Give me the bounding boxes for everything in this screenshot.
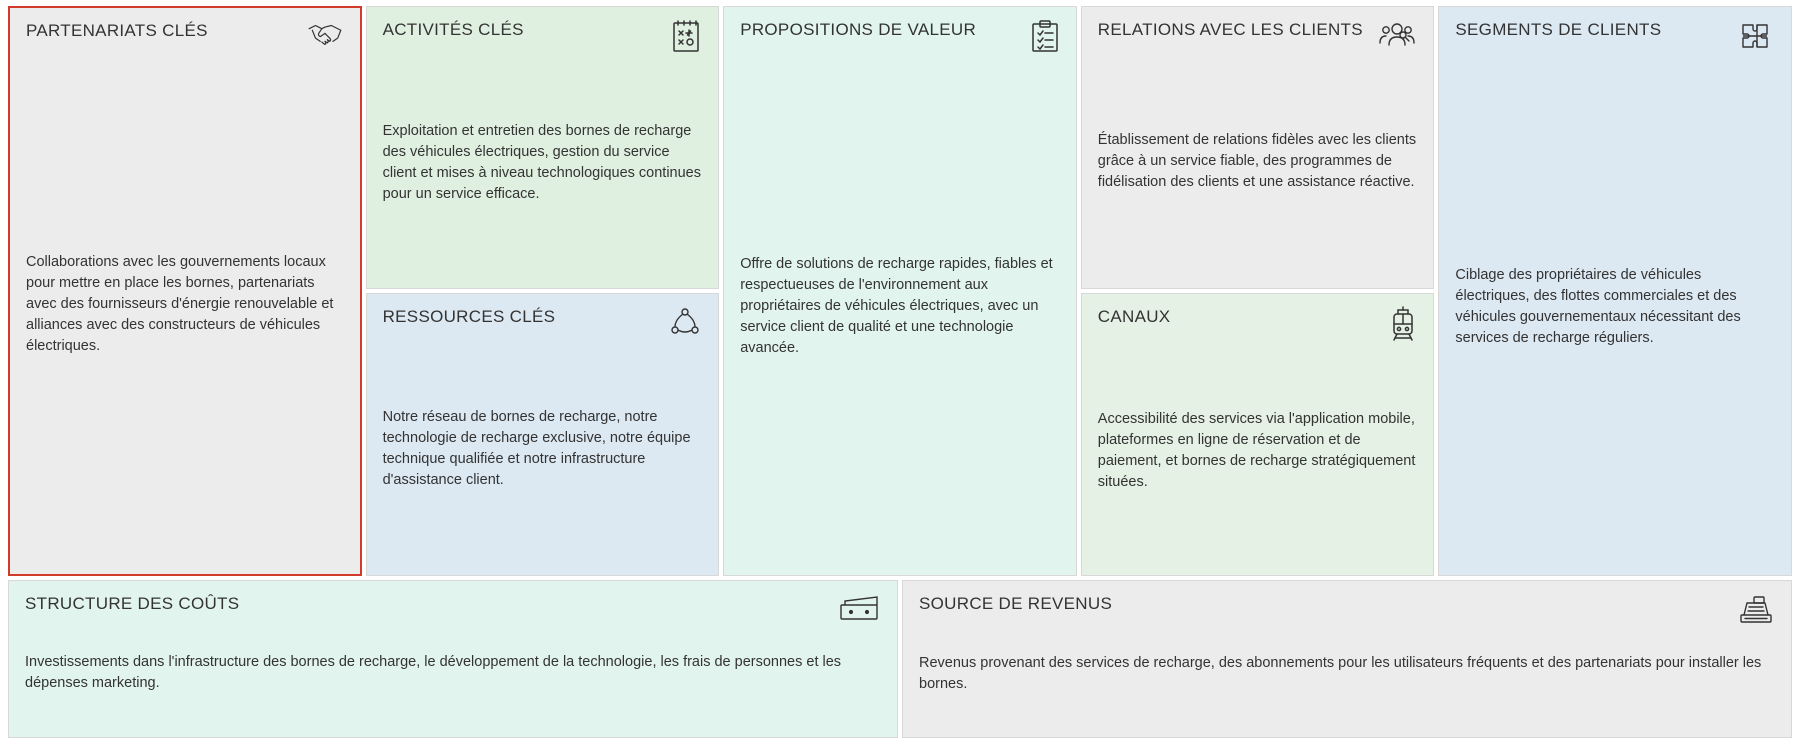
body-partners: Collaborations avec les gouvernements lo… [26, 252, 344, 357]
title-segments: SEGMENTS DE CLIENTS [1455, 19, 1661, 40]
cell-partners: PARTENARIATS CLÉS Collaborations avec le… [8, 6, 362, 576]
network-icon [668, 306, 702, 338]
tram-icon [1389, 306, 1417, 342]
banknote-icon [837, 593, 881, 623]
title-activities: ACTIVITÉS CLÉS [383, 19, 524, 40]
title-value: PROPOSITIONS DE VALEUR [740, 19, 976, 40]
puzzle-icon [1739, 19, 1775, 53]
cell-relations: RELATIONS AVEC LES CLIENTS Établissement… [1081, 6, 1435, 289]
body-resources: Notre réseau de bornes de recharge, notr… [383, 407, 703, 491]
checklist-icon [1030, 19, 1060, 53]
cell-channels: CANAUX Accessibilité des services via l'… [1081, 293, 1435, 576]
cash-register-icon [1737, 593, 1775, 625]
body-revenue: Revenus provenant des services de rechar… [919, 653, 1775, 695]
notepad-icon [670, 19, 702, 53]
title-relations: RELATIONS AVEC LES CLIENTS [1098, 19, 1363, 40]
cell-resources: RESSOURCES CLÉS Notre réseau de bornes d… [366, 293, 720, 576]
body-channels: Accessibilité des services via l'applica… [1098, 409, 1418, 493]
body-relations: Établissement de relations fidèles avec … [1098, 130, 1418, 193]
body-value: Offre de solutions de recharge rapides, … [740, 254, 1060, 359]
cell-activities: ACTIVITÉS CLÉS Exploitation et entretien… [366, 6, 720, 289]
cell-costs: STRUCTURE DES COÛTS Investissements dans… [8, 580, 898, 738]
body-costs: Investissements dans l'infrastructure de… [25, 652, 881, 694]
handshake-icon [306, 20, 344, 50]
cell-revenue: SOURCE DE REVENUS Revenus provenant des … [902, 580, 1792, 738]
title-resources: RESSOURCES CLÉS [383, 306, 556, 327]
business-model-canvas: PARTENARIATS CLÉS Collaborations avec le… [8, 6, 1792, 738]
body-activities: Exploitation et entretien des bornes de … [383, 121, 703, 205]
title-channels: CANAUX [1098, 306, 1171, 327]
title-costs: STRUCTURE DES COÛTS [25, 593, 239, 614]
people-search-icon [1377, 19, 1417, 49]
cell-segments: SEGMENTS DE CLIENTS Ciblage des propriét… [1438, 6, 1792, 576]
title-partners: PARTENARIATS CLÉS [26, 20, 208, 41]
body-segments: Ciblage des propriétaires de véhicules é… [1455, 265, 1775, 349]
title-revenue: SOURCE DE REVENUS [919, 593, 1112, 614]
cell-value: PROPOSITIONS DE VALEUR Offre de solution… [723, 6, 1077, 576]
